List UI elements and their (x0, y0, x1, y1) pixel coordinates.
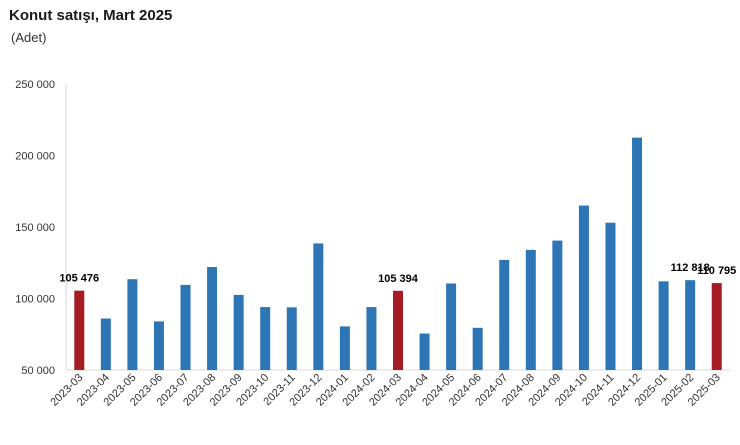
y-tick-label: 250 000 (15, 79, 55, 91)
data-label: 110 795 (697, 265, 736, 277)
bar-2023-09 (233, 294, 244, 370)
data-label: 112 818 (671, 262, 710, 274)
bar-2023-05 (127, 279, 138, 370)
data-label: 105 476 (59, 273, 99, 285)
bar-2023-08 (207, 267, 218, 370)
y-tick-label: 150 000 (15, 222, 55, 234)
bar-2024-06 (472, 327, 483, 370)
bar-2023-07 (180, 284, 191, 370)
bar-2023-12 (313, 243, 324, 370)
bar-2024-11 (605, 222, 616, 370)
bar-2024-09 (552, 240, 563, 370)
y-tick-label: 200 000 (15, 151, 55, 163)
bar-2023-11 (286, 307, 297, 370)
y-tick-label: 100 000 (15, 294, 55, 306)
bar-2025-03 (711, 283, 722, 370)
bar-2023-04 (100, 318, 111, 370)
bar-2025-01 (658, 281, 669, 370)
bar-2025-02 (685, 280, 696, 370)
chart-subtitle: (Adet) (11, 30, 47, 45)
chart-title: Konut satışı, Mart 2025 (9, 7, 173, 24)
bar-2024-12 (632, 137, 643, 370)
bar-2024-08 (525, 249, 536, 370)
bar-2024-04 (419, 333, 430, 370)
bar-2024-02 (366, 307, 377, 370)
y-tick-label: 50 000 (21, 365, 55, 377)
bar-2024-10 (578, 205, 589, 370)
bar-2024-07 (499, 259, 510, 370)
bar-2024-03 (393, 290, 403, 370)
bar-2023-03 (74, 290, 85, 370)
bar-2024-05 (446, 283, 457, 370)
bar-2023-10 (260, 307, 271, 370)
data-label: 105 394 (378, 273, 419, 285)
bar-2024-01 (339, 326, 350, 370)
bar-2023-06 (153, 321, 164, 370)
